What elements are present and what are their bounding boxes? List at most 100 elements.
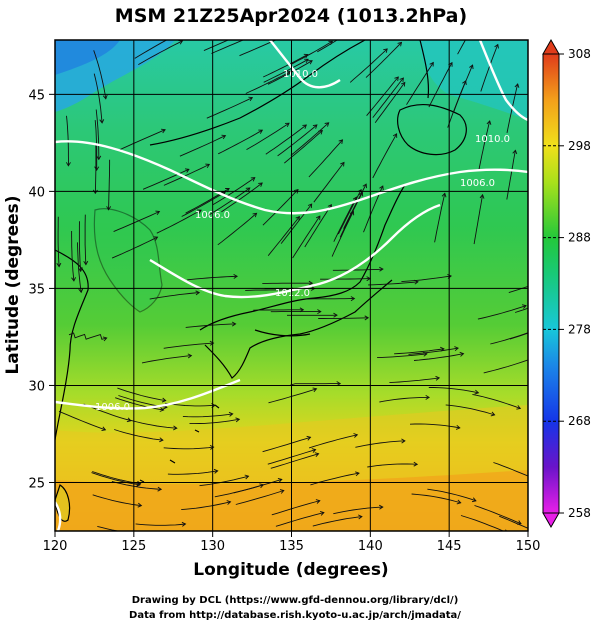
streamline bbox=[499, 515, 528, 529]
streamline bbox=[268, 388, 317, 404]
streamline-arrowhead bbox=[429, 61, 434, 67]
streamline-arrowhead bbox=[512, 149, 518, 155]
streamline bbox=[119, 129, 166, 151]
streamline-arrowhead bbox=[517, 520, 522, 525]
lat-lon-grid bbox=[55, 40, 528, 531]
streamline bbox=[377, 353, 427, 359]
streamline-arrowhead bbox=[315, 499, 321, 504]
streamline bbox=[304, 204, 332, 248]
streamline-arrowhead bbox=[83, 260, 89, 266]
coastlines bbox=[55, 40, 467, 522]
streamline bbox=[233, 478, 282, 494]
streamline bbox=[262, 436, 311, 453]
x-axis-label: Longitude (degrees) bbox=[193, 560, 388, 580]
streamline bbox=[478, 120, 491, 170]
streamline bbox=[374, 82, 406, 124]
colorbar-max-arrow bbox=[542, 38, 560, 55]
streamline bbox=[245, 71, 291, 94]
streamline bbox=[366, 76, 399, 116]
streamline-arrowhead bbox=[479, 193, 485, 199]
wind-streamlines bbox=[56, 30, 528, 531]
streamline-arrowhead bbox=[400, 81, 406, 87]
streamline-arrowhead bbox=[399, 77, 404, 82]
streamline-arrowhead bbox=[102, 336, 108, 342]
x-tick-label: 145 bbox=[437, 539, 462, 554]
streamline bbox=[349, 48, 388, 83]
streamline-arrowhead bbox=[435, 375, 441, 381]
streamline bbox=[473, 194, 484, 245]
streamline bbox=[185, 188, 230, 214]
streamline-arrowhead bbox=[474, 389, 480, 395]
streamline bbox=[265, 124, 307, 155]
streamline-arrowhead bbox=[383, 48, 388, 53]
streamline-arrowhead bbox=[355, 471, 360, 477]
streamline-arrowhead bbox=[56, 262, 62, 268]
streamline bbox=[355, 440, 405, 448]
streamline-arrowhead bbox=[441, 192, 447, 198]
streamline-arrowhead bbox=[494, 43, 499, 49]
cool-region-northeast bbox=[420, 40, 528, 120]
colorbar: 258 268 278 288 298 308 bbox=[542, 38, 591, 529]
streamline-arrowhead bbox=[516, 405, 522, 410]
streamline bbox=[71, 231, 75, 281]
streamline bbox=[389, 377, 440, 384]
streamline bbox=[312, 516, 362, 527]
x-tick-label: 135 bbox=[279, 539, 304, 554]
streamline bbox=[239, 40, 277, 57]
streamline-arrowhead bbox=[353, 433, 359, 438]
streamline-arrowhead bbox=[338, 139, 344, 144]
streamline bbox=[142, 168, 190, 190]
streamline-arrowhead bbox=[350, 296, 356, 302]
streamline-arrowhead bbox=[221, 134, 227, 140]
streamline-arrowhead bbox=[379, 185, 384, 191]
streamline bbox=[189, 418, 240, 425]
streamline bbox=[472, 393, 521, 409]
streamline-arrowhead bbox=[413, 461, 419, 467]
streamline bbox=[284, 130, 323, 164]
streamline bbox=[163, 163, 210, 186]
streamline-arrowhead bbox=[96, 155, 102, 161]
streamline-arrowhead bbox=[358, 191, 364, 197]
streamline bbox=[235, 490, 284, 505]
streamline bbox=[68, 332, 107, 340]
streamline bbox=[460, 515, 505, 531]
streamline-arrowhead bbox=[246, 30, 250, 34]
streamline-arrowhead bbox=[245, 187, 251, 192]
streamline-arrowhead bbox=[462, 80, 467, 85]
streamline bbox=[308, 434, 358, 449]
colorbar-tick-label: 258 bbox=[568, 506, 591, 520]
streamline bbox=[93, 73, 103, 123]
streamline bbox=[332, 268, 383, 271]
y-tick-label: 25 bbox=[28, 476, 45, 491]
streamline-arrowhead bbox=[336, 381, 342, 386]
streamline bbox=[267, 216, 300, 256]
streamline bbox=[367, 463, 418, 468]
streamline bbox=[207, 187, 251, 216]
streamline bbox=[333, 196, 357, 242]
streamline bbox=[267, 60, 313, 85]
streamline-arrowhead bbox=[440, 346, 445, 352]
x-tick-label: 140 bbox=[358, 539, 383, 554]
streamline-arrowhead bbox=[281, 35, 285, 39]
streamline bbox=[135, 523, 186, 526]
streamline-arrowhead bbox=[258, 129, 264, 134]
streamline bbox=[427, 488, 477, 502]
streamline bbox=[262, 189, 299, 226]
streamline-arrowhead bbox=[293, 188, 299, 194]
streamline-arrowhead bbox=[153, 236, 159, 241]
streamline-arrowhead bbox=[157, 486, 163, 492]
streamline-arrowhead bbox=[319, 510, 325, 516]
streamline bbox=[447, 80, 467, 128]
streamline-arrowhead bbox=[159, 407, 165, 412]
streamline-arrowhead bbox=[284, 122, 290, 127]
streamline bbox=[211, 40, 245, 54]
streamline bbox=[97, 525, 121, 531]
streamline bbox=[408, 347, 459, 355]
x-tick-label: 125 bbox=[121, 539, 146, 554]
streamline bbox=[483, 359, 528, 374]
streamline bbox=[117, 387, 166, 402]
streamline-arrowhead bbox=[333, 312, 338, 318]
streamline-arrowhead bbox=[66, 162, 71, 167]
